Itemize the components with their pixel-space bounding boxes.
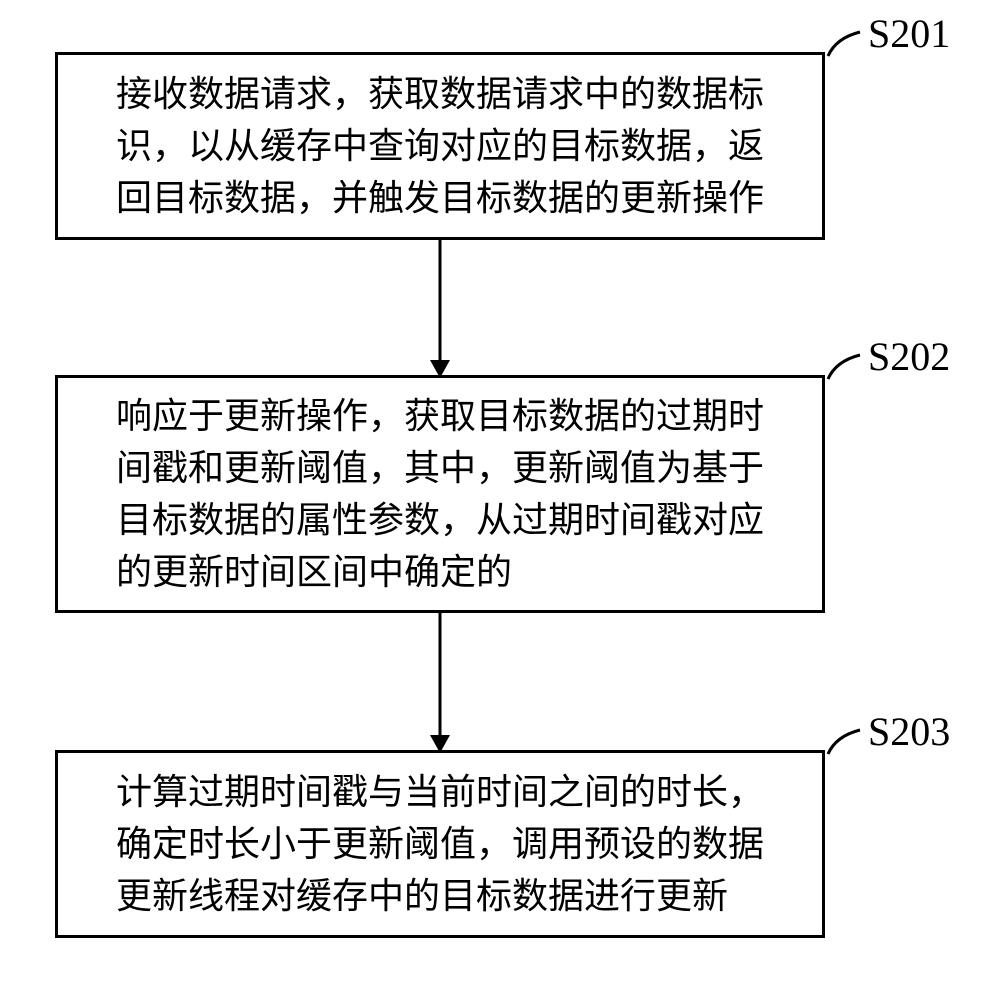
flowchart-canvas: 接收数据请求，获取数据请求中的数据标 识，以从缓存中查询对应的目标数据，返 回目…	[0, 0, 996, 1000]
flow-edge-s202-s203	[0, 0, 996, 1000]
